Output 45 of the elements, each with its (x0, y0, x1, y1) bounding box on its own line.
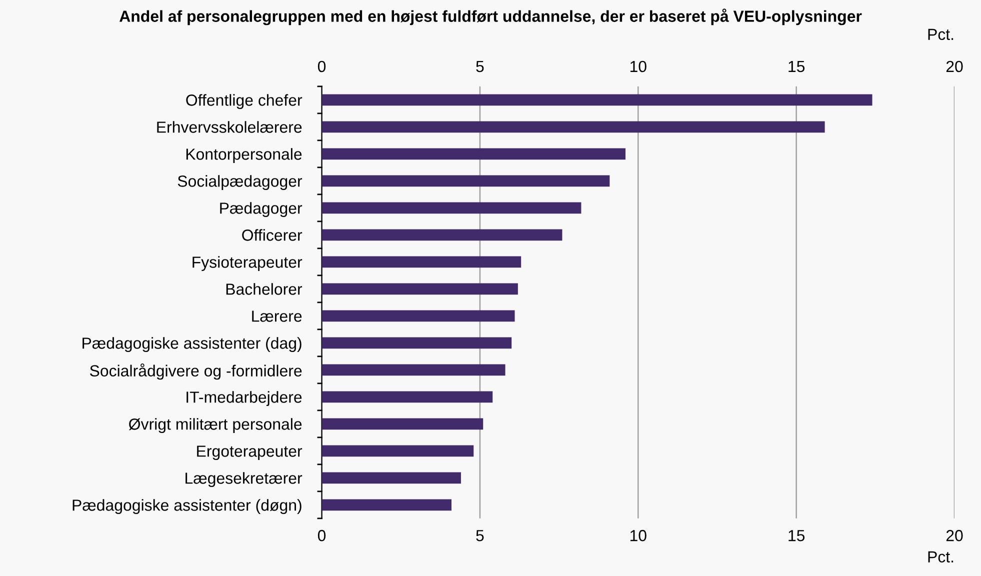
y-tick-label: IT-medarbejdere (186, 391, 302, 406)
y-tick-label: Socialpædagoger (178, 175, 302, 190)
y-tick-label: Pædagogiske assistenter (dag) (82, 337, 302, 352)
x2-tick-label: 0 (318, 60, 326, 72)
bar (322, 337, 512, 349)
y-tick-label: Erhvervsskolelærere (157, 121, 302, 133)
x-tick-label: 15 (788, 530, 805, 542)
y-tick-label: Øvrigt militært personale (128, 418, 302, 433)
bar (322, 418, 484, 430)
x2-tick-label: 10 (630, 60, 646, 72)
y-tick-label: Pædagoger (220, 202, 302, 217)
x2-axis-title: Pct. (928, 28, 954, 40)
bar (322, 175, 610, 187)
y-tick-label: Lærere (252, 310, 302, 322)
bar (322, 121, 825, 133)
bar (322, 229, 562, 241)
bar (322, 445, 474, 457)
x-tick-label: 20 (946, 530, 963, 542)
x2-tick-label: 20 (946, 60, 963, 72)
x-tick-label: 0 (318, 530, 326, 542)
bar (322, 310, 515, 322)
bar (322, 472, 461, 484)
y-tick-label: Kontorpersonale (186, 148, 302, 163)
y-tick-label: Offentlige chefer (186, 94, 302, 109)
bar (322, 94, 872, 106)
bar (322, 148, 626, 160)
x2-tick-label: 15 (788, 60, 805, 72)
bar (322, 202, 582, 214)
y-tick-label: Officerer (242, 229, 302, 241)
y-tick-label: Ergoterapeuter (197, 446, 302, 460)
y-tick-label: Socialrådgivere og -formidlere (90, 363, 302, 380)
x-axis-title: Pct. (928, 551, 954, 563)
x2-tick-label: 5 (476, 60, 484, 72)
chart-title: Andel af personalegruppen med en højest fuldført uddannelse, der er baseret på VEU-oplysninger (120, 8, 862, 26)
bar (322, 256, 522, 268)
x-tick-label: 5 (476, 530, 484, 542)
y-tick-label: Fysioterapeuter (192, 256, 302, 271)
bar (322, 499, 452, 511)
bar (322, 391, 493, 403)
y-tick-label: Bachelorer (226, 283, 302, 295)
y-tick-label: Lægesekretærer (186, 472, 302, 487)
bar (322, 283, 518, 295)
x-tick-label: 10 (630, 530, 646, 542)
y-tick-label: Pædagogiske assistenter (døgn) (72, 499, 302, 514)
bar (322, 364, 506, 376)
